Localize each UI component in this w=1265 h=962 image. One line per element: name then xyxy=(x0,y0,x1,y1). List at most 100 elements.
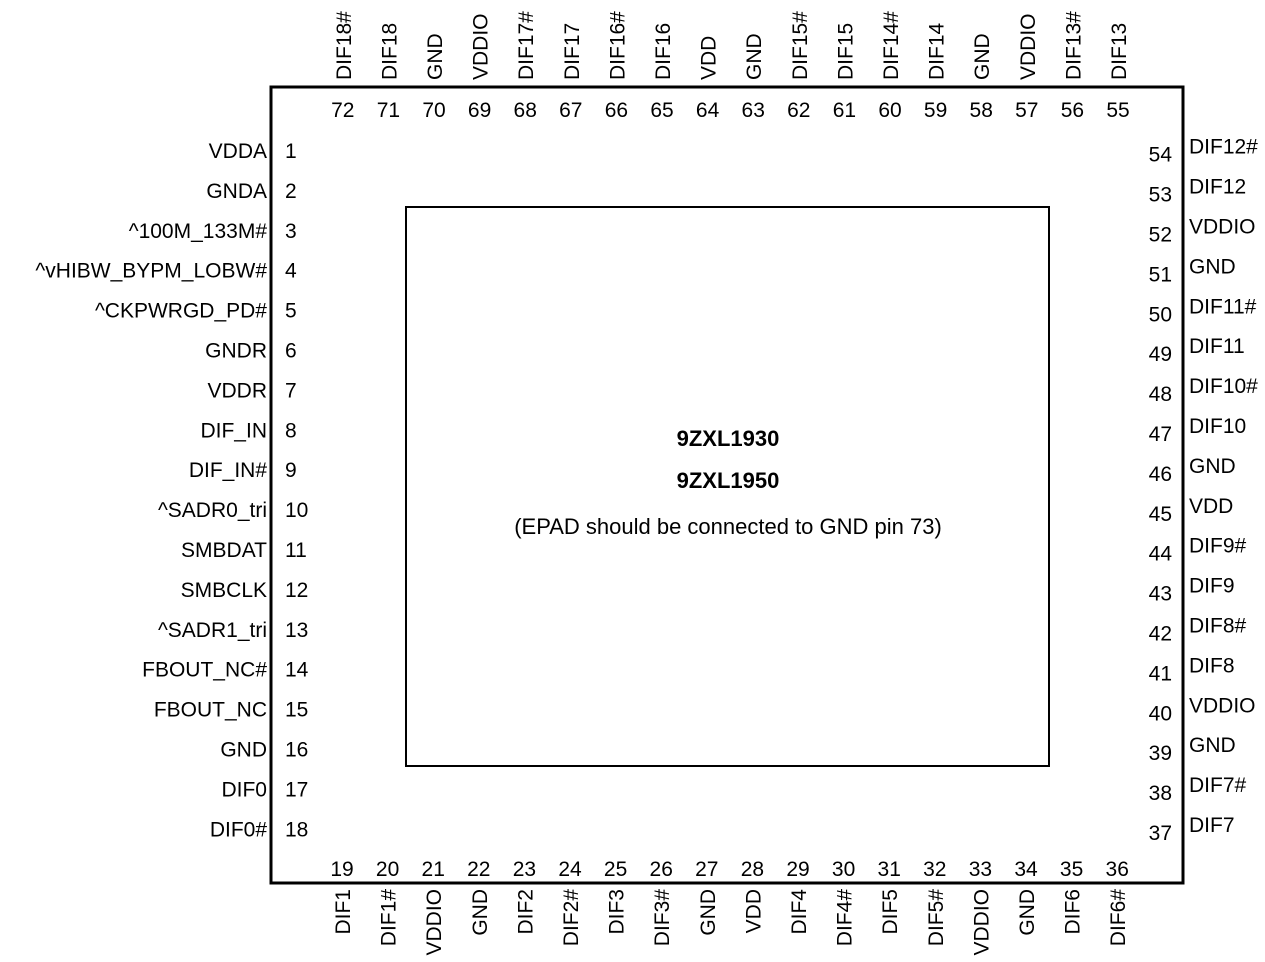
pin-number-44: 44 xyxy=(1149,543,1173,566)
pin-number-8: 8 xyxy=(285,419,297,442)
pin-number-58: 58 xyxy=(970,99,993,122)
pin-name-69: VDDIO xyxy=(470,13,493,80)
pin-name-71: DIF18 xyxy=(378,23,401,80)
pin-name-15: FBOUT_NC xyxy=(154,699,267,722)
pin-number-70: 70 xyxy=(422,99,445,122)
pin-number-14: 14 xyxy=(285,659,309,682)
pin-number-11: 11 xyxy=(285,539,307,562)
pin-name-25: DIF3 xyxy=(606,889,629,935)
pin-number-5: 5 xyxy=(285,300,297,323)
pin-number-43: 43 xyxy=(1149,583,1172,606)
pin-number-20: 20 xyxy=(376,858,399,881)
pin-name-48: DIF10# xyxy=(1189,375,1258,398)
pin-number-37: 37 xyxy=(1149,822,1172,845)
pin-number-54: 54 xyxy=(1149,144,1173,167)
pin-number-25: 25 xyxy=(604,858,627,881)
pin-number-57: 57 xyxy=(1015,99,1038,122)
epad-outline xyxy=(405,206,1050,767)
pin-name-54: DIF12# xyxy=(1189,136,1258,159)
pin-number-41: 41 xyxy=(1149,662,1172,685)
pin-number-7: 7 xyxy=(285,379,297,402)
pin-name-17: DIF0 xyxy=(221,778,267,801)
pin-name-64: VDD xyxy=(698,36,721,80)
pin-name-36: DIF6# xyxy=(1107,889,1130,947)
pin-number-33: 33 xyxy=(969,858,992,881)
pin-name-49: DIF11 xyxy=(1189,335,1245,358)
pin-number-71: 71 xyxy=(377,99,400,122)
pin-name-50: DIF11# xyxy=(1189,295,1257,318)
pin-number-52: 52 xyxy=(1149,224,1172,247)
pin-number-67: 67 xyxy=(559,99,582,122)
pin-number-55: 55 xyxy=(1106,99,1129,122)
pin-name-66: DIF16# xyxy=(606,11,629,80)
pin-number-2: 2 xyxy=(285,180,297,203)
pin-number-68: 68 xyxy=(514,99,537,122)
pin-number-28: 28 xyxy=(741,858,764,881)
pin-name-26: DIF3# xyxy=(651,889,674,947)
part-number-1: 9ZXL1930 xyxy=(677,426,780,451)
pin-name-24: DIF2# xyxy=(560,889,583,947)
pin-name-72: DIF18# xyxy=(333,11,356,80)
pin-number-4: 4 xyxy=(285,260,297,283)
pin-number-39: 39 xyxy=(1149,742,1172,765)
pin-name-19: DIF1 xyxy=(332,889,355,935)
pin-name-57: VDDIO xyxy=(1017,13,1040,80)
pin-number-40: 40 xyxy=(1149,702,1172,725)
pin-number-12: 12 xyxy=(285,579,308,602)
pin-number-64: 64 xyxy=(696,99,720,122)
pin-name-60: DIF14# xyxy=(880,11,903,80)
pin-name-38: DIF7# xyxy=(1189,774,1247,797)
pin-name-55: DIF13 xyxy=(1108,23,1131,80)
pin-name-46: GND xyxy=(1189,455,1236,478)
pin-name-2: GNDA xyxy=(206,180,267,203)
pin-name-59: DIF14 xyxy=(926,22,949,80)
pin-name-40: VDDIO xyxy=(1189,694,1256,717)
pin-number-34: 34 xyxy=(1014,858,1038,881)
pin-name-34: GND xyxy=(1016,889,1039,936)
pin-number-69: 69 xyxy=(468,99,491,122)
pin-number-18: 18 xyxy=(285,818,308,841)
pin-number-63: 63 xyxy=(742,99,765,122)
pin-number-24: 24 xyxy=(558,858,582,881)
pin-name-65: DIF16 xyxy=(652,23,675,80)
pin-number-29: 29 xyxy=(786,858,809,881)
pin-number-9: 9 xyxy=(285,459,297,482)
pin-name-5: ^CKPWRGD_PD# xyxy=(95,300,267,323)
pin-number-59: 59 xyxy=(924,99,947,122)
pin-name-30: DIF4# xyxy=(834,889,857,947)
pin-number-56: 56 xyxy=(1061,99,1084,122)
epad-note: (EPAD should be connected to GND pin 73) xyxy=(514,514,942,539)
pin-number-21: 21 xyxy=(422,858,445,881)
pin-number-61: 61 xyxy=(833,99,856,122)
part-number-2: 9ZXL1950 xyxy=(677,468,780,493)
pin-number-13: 13 xyxy=(285,619,308,642)
pin-name-6: GNDR xyxy=(205,340,267,363)
pin-number-53: 53 xyxy=(1149,184,1172,207)
pin-number-19: 19 xyxy=(330,858,353,881)
pin-name-47: DIF10 xyxy=(1189,415,1246,438)
pin-number-46: 46 xyxy=(1149,463,1172,486)
pin-number-22: 22 xyxy=(467,858,490,881)
pin-name-13: ^SADR1_tri xyxy=(158,619,267,642)
pin-name-63: GND xyxy=(743,33,766,80)
pin-name-43: DIF9 xyxy=(1189,575,1235,598)
pin-number-45: 45 xyxy=(1149,503,1172,526)
pin-number-42: 42 xyxy=(1149,623,1172,646)
pin-name-20: DIF1# xyxy=(378,889,401,947)
pin-name-53: DIF12 xyxy=(1189,176,1246,199)
pin-name-31: DIF5 xyxy=(879,889,902,935)
pin-number-10: 10 xyxy=(285,499,308,522)
pin-number-32: 32 xyxy=(923,858,946,881)
pin-name-22: GND xyxy=(469,889,492,936)
pin-name-28: VDD xyxy=(742,889,765,933)
pin-name-23: DIF2 xyxy=(514,889,537,935)
pin-number-35: 35 xyxy=(1060,858,1083,881)
pin-number-23: 23 xyxy=(513,858,536,881)
pin-name-51: GND xyxy=(1189,255,1236,278)
pin-name-52: VDDIO xyxy=(1189,216,1256,239)
pin-number-49: 49 xyxy=(1149,343,1172,366)
pin-name-12: SMBCLK xyxy=(181,579,267,602)
pin-name-16: GND xyxy=(220,739,267,762)
pin-number-30: 30 xyxy=(832,858,855,881)
pin-name-37: DIF7 xyxy=(1189,814,1235,837)
